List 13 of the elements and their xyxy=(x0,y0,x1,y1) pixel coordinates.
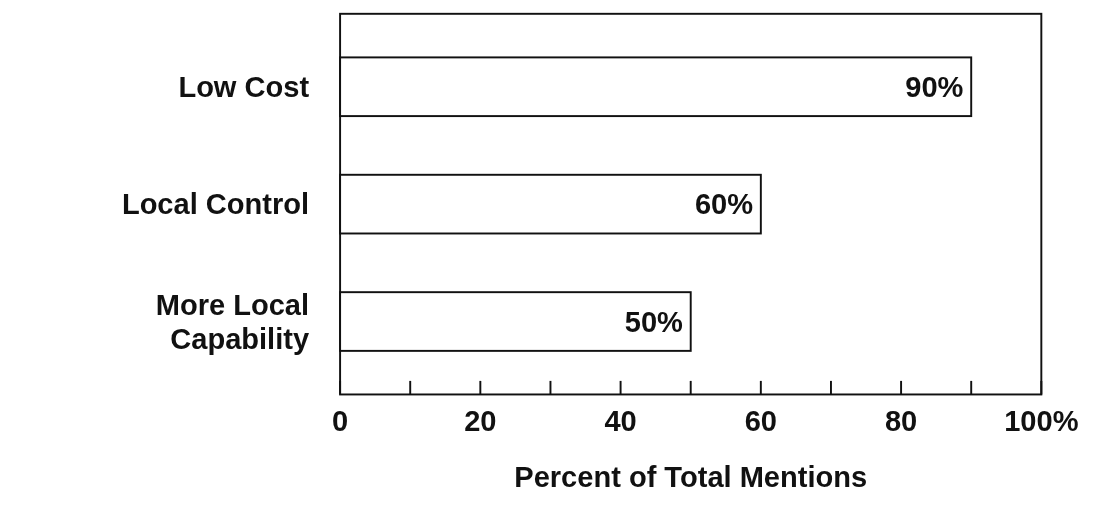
x-tick-label: 60 xyxy=(744,405,777,438)
x-tick-label: 20 xyxy=(464,405,497,438)
y-tick-label: More Local Capability xyxy=(155,289,310,355)
data-label: 50% xyxy=(624,305,684,338)
y-tick-label: Local Control xyxy=(121,188,310,221)
x-tick-label: 40 xyxy=(604,405,637,438)
x-tick-label: 100% xyxy=(1004,405,1079,438)
data-label: 90% xyxy=(905,70,964,103)
y-tick-label: Low Cost xyxy=(178,70,310,103)
x-tick-label: 0 xyxy=(332,405,349,438)
x-axis-title: Percent of Total Mentions xyxy=(514,461,868,494)
x-tick-label: 80 xyxy=(884,405,918,438)
data-label: 60% xyxy=(694,188,754,221)
